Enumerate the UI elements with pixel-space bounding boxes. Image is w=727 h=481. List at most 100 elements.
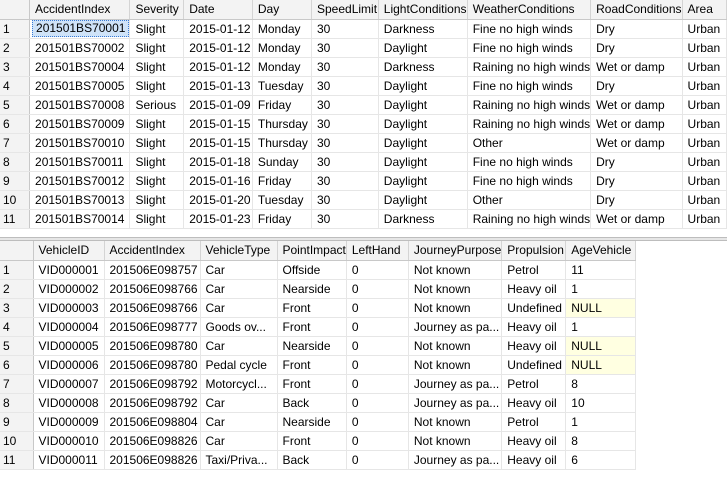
table-cell[interactable]: Front	[277, 431, 347, 451]
table-cell[interactable]: 30	[311, 57, 379, 77]
row-number-header[interactable]	[0, 241, 34, 261]
table-cell[interactable]: Journey as pa...	[408, 317, 503, 337]
column-header[interactable]: Propulsion	[501, 241, 567, 261]
table-cell[interactable]: 0	[346, 393, 409, 413]
column-header[interactable]: JourneyPurpose	[408, 241, 503, 261]
table-cell[interactable]: Slight	[129, 76, 185, 96]
table-cell[interactable]: Urban	[682, 57, 727, 77]
column-header[interactable]: AccidentIndex	[104, 241, 201, 261]
table-cell[interactable]: 201501BS70011	[29, 152, 131, 172]
table-cell[interactable]: 2015-01-12	[183, 38, 253, 58]
table-cell[interactable]: Petrol	[501, 412, 567, 432]
table-cell[interactable]: Tuesday	[252, 190, 313, 210]
table-row[interactable]: 9 201501BS70012 Slight 2015-01-16 Friday 30 Da…	[0, 171, 727, 191]
table-cell[interactable]: Front	[277, 317, 347, 337]
table-cell[interactable]: Other	[467, 190, 592, 210]
column-header[interactable]: Day	[252, 0, 313, 20]
table-cell[interactable]: 2015-01-12	[183, 57, 253, 77]
table-cell[interactable]: Car	[200, 431, 278, 451]
table-cell[interactable]: Urban	[682, 95, 727, 115]
table-cell[interactable]: 0	[346, 450, 409, 470]
table-cell[interactable]: Pedal cycle	[200, 355, 278, 375]
row-number[interactable]: 5	[0, 336, 34, 356]
table-cell[interactable]: VID000005	[33, 336, 105, 356]
table-cell[interactable]: 201506E098804	[104, 412, 201, 432]
table-cell[interactable]: 0	[346, 412, 409, 432]
table-cell[interactable]: Dry	[590, 152, 683, 172]
table-cell[interactable]: Undefined	[501, 355, 567, 375]
table-cell[interactable]: Slight	[129, 190, 185, 210]
table-cell[interactable]: Friday	[252, 209, 313, 229]
table-cell[interactable]: VID000008	[33, 393, 105, 413]
table-cell[interactable]: Wet or damp	[590, 95, 683, 115]
table-cell[interactable]: Daylight	[378, 190, 468, 210]
table-row[interactable]: 6 201501BS70009 Slight 2015-01-15 Thursday 30…	[0, 114, 727, 134]
table-cell[interactable]: 8	[565, 374, 637, 394]
table-cell[interactable]: Dry	[590, 38, 683, 58]
table-cell[interactable]: VID000001	[33, 260, 105, 280]
table-cell[interactable]: Heavy oil	[501, 336, 567, 356]
table-cell[interactable]: Wet or damp	[590, 133, 683, 153]
table-cell[interactable]: 201501BS70013	[29, 190, 131, 210]
row-number[interactable]: 7	[0, 374, 34, 394]
table-row[interactable]: 3 201501BS70004 Slight 2015-01-12 Monday 30 Da…	[0, 57, 727, 77]
row-number[interactable]: 2	[0, 279, 34, 299]
table-cell[interactable]: Urban	[682, 152, 727, 172]
null-cell[interactable]: NULL	[565, 336, 637, 356]
row-number[interactable]: 10	[0, 431, 34, 451]
table-cell[interactable]: Darkness	[378, 209, 468, 229]
table-cell[interactable]: 30	[311, 171, 379, 191]
table-row[interactable]: 3 VID000003 201506E098766 Car Front 0 Not know…	[0, 298, 637, 318]
table-cell[interactable]: 0	[346, 317, 409, 337]
row-number[interactable]: 6	[0, 355, 34, 375]
table-cell[interactable]: 10	[565, 393, 637, 413]
row-number[interactable]: 6	[0, 114, 31, 134]
table-cell[interactable]: 2015-01-12	[183, 19, 253, 39]
table-cell[interactable]: 2015-01-09	[183, 95, 253, 115]
table-cell[interactable]: Daylight	[378, 95, 468, 115]
table-cell[interactable]: Thursday	[252, 114, 313, 134]
table-cell[interactable]: Urban	[682, 171, 727, 191]
table-row[interactable]: 11 201501BS70014 Slight 2015-01-23 Friday 30 D…	[0, 209, 727, 229]
table-cell[interactable]: Urban	[682, 209, 727, 229]
row-number[interactable]: 10	[0, 190, 31, 210]
column-header[interactable]: AccidentIndex	[29, 0, 131, 20]
column-header[interactable]: LeftHand	[346, 241, 409, 261]
table-cell[interactable]: Nearside	[277, 279, 347, 299]
table-row[interactable]: 1 201501BS70001 Slight 2015-01-12 Monday 30 Da…	[0, 19, 727, 39]
table-cell[interactable]: 201506E098792	[104, 393, 201, 413]
table-cell[interactable]: Journey as pa...	[408, 374, 503, 394]
null-cell[interactable]: NULL	[565, 355, 637, 375]
table-row[interactable]: 2 VID000002 201506E098766 Car Nearside 0 Not k…	[0, 279, 637, 299]
table-cell[interactable]: 1	[565, 412, 637, 432]
table-cell[interactable]: VID000003	[33, 298, 105, 318]
table-cell[interactable]: Heavy oil	[501, 317, 567, 337]
row-number[interactable]: 9	[0, 412, 34, 432]
table-cell[interactable]: Heavy oil	[501, 393, 567, 413]
column-header[interactable]: AgeVehicle	[565, 241, 637, 261]
table-cell[interactable]: Not known	[408, 355, 503, 375]
vehicles-results-grid[interactable]: VehicleID AccidentIndex VehicleType PointIm…	[0, 241, 727, 481]
table-cell[interactable]: 1	[565, 279, 637, 299]
table-cell[interactable]: VID000009	[33, 412, 105, 432]
table-cell[interactable]: 201506E098780	[104, 355, 201, 375]
table-cell[interactable]: Fine no high winds	[467, 38, 592, 58]
table-cell[interactable]: Urban	[682, 76, 727, 96]
table-cell[interactable]: 1	[565, 317, 637, 337]
table-cell[interactable]: Daylight	[378, 152, 468, 172]
table-cell[interactable]: 30	[311, 209, 379, 229]
table-cell[interactable]: Urban	[682, 19, 727, 39]
table-cell[interactable]: 2015-01-13	[183, 76, 253, 96]
table-cell[interactable]: Not known	[408, 298, 503, 318]
table-cell[interactable]: Dry	[590, 76, 683, 96]
table-cell[interactable]: VID000006	[33, 355, 105, 375]
table-cell[interactable]: Sunday	[252, 152, 313, 172]
table-cell[interactable]: Daylight	[378, 38, 468, 58]
table-cell[interactable]: Back	[277, 450, 347, 470]
accidents-results-grid[interactable]: AccidentIndex Severity Date Day SpeedLimit Li…	[0, 0, 727, 237]
table-cell[interactable]: Urban	[682, 133, 727, 153]
table-cell[interactable]: Monday	[252, 19, 313, 39]
selected-cell[interactable]: 201501BS70001	[29, 19, 131, 39]
table-cell[interactable]: Not known	[408, 279, 503, 299]
table-cell[interactable]: Slight	[129, 114, 185, 134]
